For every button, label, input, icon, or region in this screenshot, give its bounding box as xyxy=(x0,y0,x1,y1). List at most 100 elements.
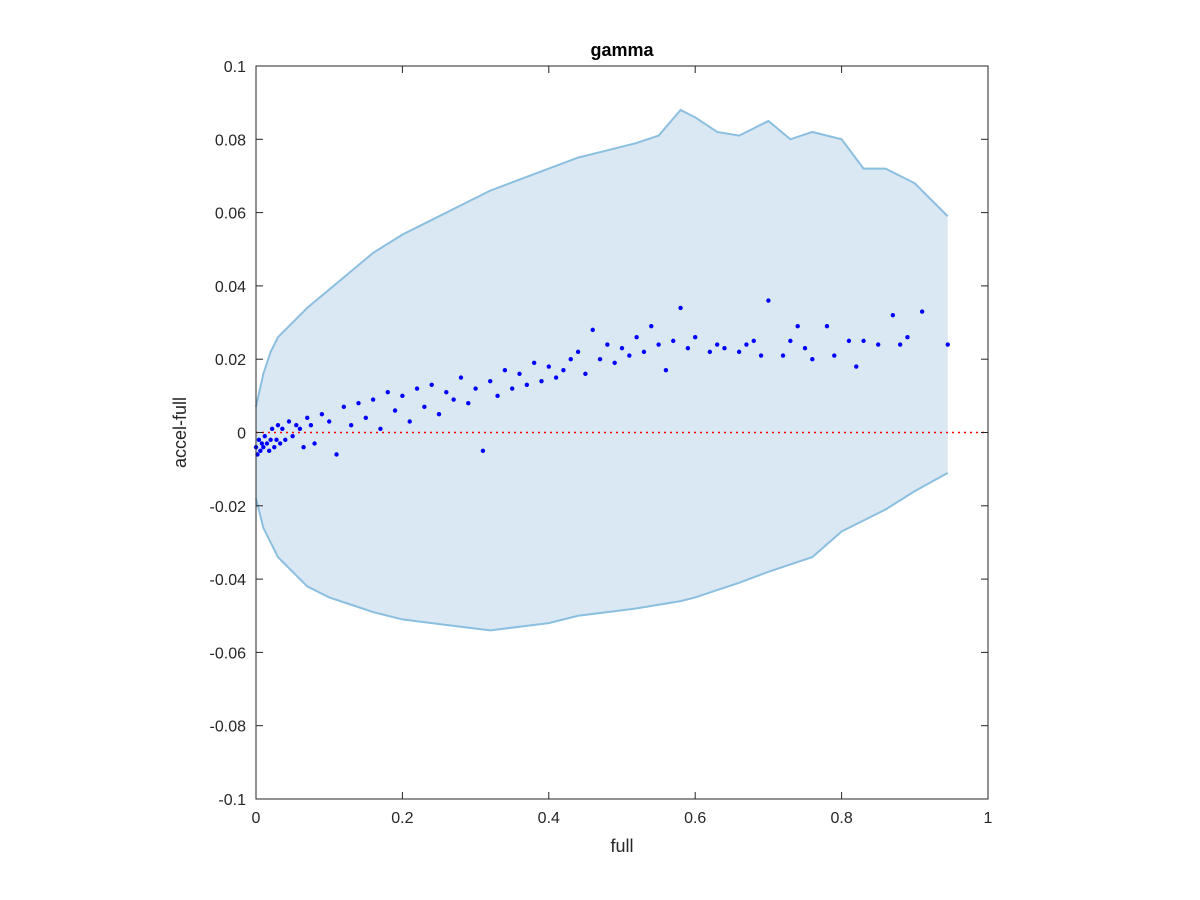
y-tick-label: -0.06 xyxy=(210,645,247,662)
data-point xyxy=(473,386,478,391)
data-point xyxy=(392,408,398,413)
data-point xyxy=(429,382,434,388)
data-point xyxy=(308,422,314,428)
data-point xyxy=(297,426,303,432)
data-point xyxy=(919,309,925,314)
data-point xyxy=(744,342,749,347)
data-point xyxy=(258,448,263,454)
y-tick-label: 0.04 xyxy=(215,279,246,296)
data-point xyxy=(802,346,808,351)
data-point xyxy=(846,338,852,344)
data-point xyxy=(649,324,654,329)
data-point xyxy=(319,411,325,417)
y-tick-label: 0.08 xyxy=(215,132,246,149)
data-point xyxy=(876,342,881,347)
y-tick-label: 0.02 xyxy=(215,352,246,369)
chart-title: gamma xyxy=(590,40,654,60)
data-point xyxy=(780,353,786,358)
y-tick-label: 0.06 xyxy=(215,206,246,223)
data-point xyxy=(861,338,866,344)
data-point xyxy=(736,349,742,355)
data-point xyxy=(590,327,595,333)
data-point xyxy=(488,378,493,384)
data-point xyxy=(334,452,339,457)
data-point xyxy=(605,342,610,347)
data-point xyxy=(583,371,588,377)
data-point xyxy=(458,375,464,380)
data-point xyxy=(294,422,299,428)
data-point xyxy=(436,411,442,417)
data-point xyxy=(641,349,647,355)
data-point xyxy=(524,382,530,388)
data-point xyxy=(597,357,603,362)
data-point xyxy=(261,444,266,450)
band-fill xyxy=(256,109,948,631)
data-point xyxy=(259,441,265,446)
y-tick-label: -0.1 xyxy=(218,792,246,809)
data-point xyxy=(890,313,896,318)
data-point xyxy=(341,404,347,410)
data-point xyxy=(378,426,383,432)
band-upper-line xyxy=(255,108,949,408)
data-point xyxy=(262,433,267,439)
data-point xyxy=(286,419,292,424)
y-tick-label: -0.08 xyxy=(210,719,247,736)
data-point xyxy=(945,342,950,347)
data-point xyxy=(897,342,903,347)
y-tick-label: -0.02 xyxy=(210,499,247,516)
data-point xyxy=(795,324,800,329)
data-point xyxy=(854,364,859,369)
data-point xyxy=(568,357,573,362)
y-axis-label: accel-full xyxy=(170,397,190,468)
data-point xyxy=(444,389,449,395)
data-point xyxy=(414,386,420,391)
x-tick-label: 0.8 xyxy=(830,810,852,827)
data-point xyxy=(905,335,910,340)
data-point xyxy=(266,448,272,454)
data-point xyxy=(363,415,368,421)
data-point xyxy=(517,371,522,377)
data-point xyxy=(539,378,544,384)
data-point xyxy=(832,353,837,358)
data-point xyxy=(510,386,515,391)
data-point xyxy=(327,419,332,424)
x-tick-label: 0.4 xyxy=(538,810,560,827)
data-point xyxy=(269,426,275,432)
data-point xyxy=(422,404,427,410)
data-point xyxy=(561,367,566,373)
y-tick-label: 0.1 xyxy=(224,59,246,76)
data-point xyxy=(810,357,815,362)
x-tick-label: 0.6 xyxy=(684,810,706,827)
data-point xyxy=(264,441,270,446)
data-point xyxy=(671,338,676,344)
data-point xyxy=(553,375,559,380)
data-point xyxy=(634,335,639,340)
data-point xyxy=(274,437,279,443)
data-point xyxy=(502,367,508,373)
y-tick-label: -0.04 xyxy=(210,572,247,589)
data-point xyxy=(356,400,361,406)
data-point xyxy=(546,364,551,369)
data-point xyxy=(301,444,306,450)
data-point xyxy=(466,400,471,406)
x-tick-label: 1 xyxy=(984,810,993,827)
x-tick-label: 0.2 xyxy=(391,810,413,827)
x-axis-label: full xyxy=(610,836,633,856)
data-point xyxy=(612,360,617,366)
y-tick-label: 0 xyxy=(237,426,246,443)
data-point xyxy=(766,298,771,303)
data-point xyxy=(256,437,262,443)
data-point xyxy=(575,349,581,355)
data-point xyxy=(480,448,486,454)
data-point xyxy=(693,335,698,340)
data-point xyxy=(722,346,727,351)
data-point xyxy=(280,426,285,432)
data-point xyxy=(385,389,390,395)
data-point xyxy=(400,393,405,399)
data-point xyxy=(283,437,288,443)
data-point xyxy=(678,305,683,311)
data-point xyxy=(714,342,720,347)
data-point xyxy=(312,441,317,446)
data-point xyxy=(824,324,830,329)
